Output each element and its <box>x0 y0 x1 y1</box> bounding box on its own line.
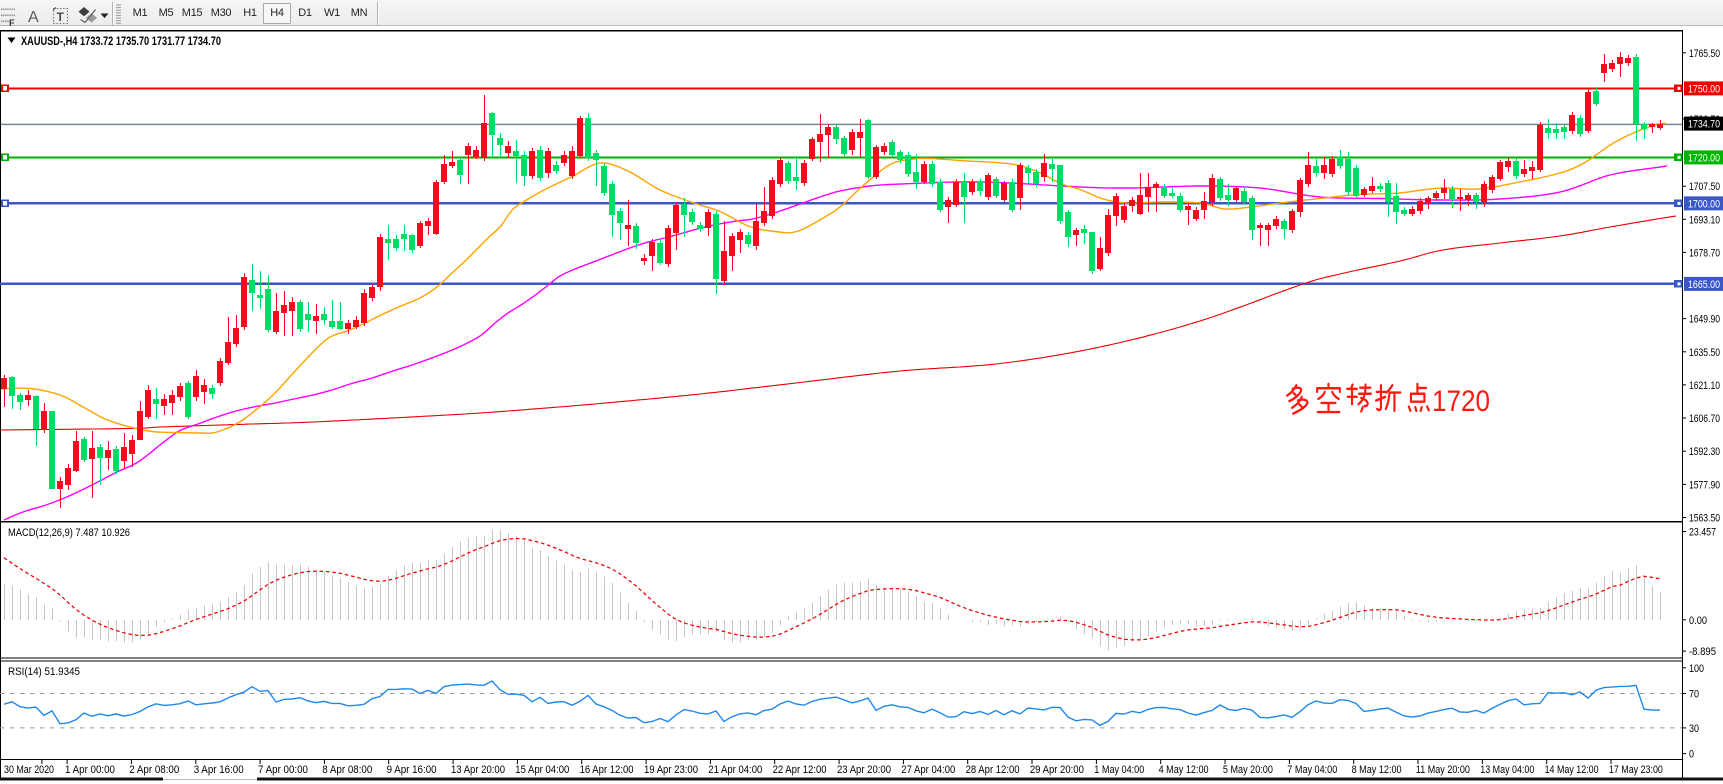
svg-text:1606.70: 1606.70 <box>1689 413 1720 425</box>
svg-text:14 May 12:00: 14 May 12:00 <box>1545 764 1599 776</box>
svg-text:30 Mar 2020: 30 Mar 2020 <box>4 764 54 776</box>
svg-text:MACD(12,26,9) 7.487 10.926: MACD(12,26,9) 7.487 10.926 <box>8 527 130 539</box>
svg-text:22 Apr 12:00: 22 Apr 12:00 <box>773 764 827 776</box>
svg-text:3 Apr 16:00: 3 Apr 16:00 <box>194 764 244 776</box>
svg-text:11 May 20:00: 11 May 20:00 <box>1416 764 1470 776</box>
svg-text:1577.90: 1577.90 <box>1689 479 1720 491</box>
svg-text:-8.895: -8.895 <box>1689 646 1716 658</box>
svg-text:7 Apr 00:00: 7 Apr 00:00 <box>258 764 308 776</box>
svg-text:XAUUSD-,H4 1733.72 1735.70 17: XAUUSD-,H4 1733.72 1735.70 1731.77 1734.… <box>21 34 221 48</box>
svg-text:RSI(14) 51.9345: RSI(14) 51.9345 <box>8 666 80 678</box>
svg-text:19 Apr 23:00: 19 Apr 23:00 <box>644 764 698 776</box>
svg-text:1707.50: 1707.50 <box>1689 181 1720 193</box>
svg-text:1563.50: 1563.50 <box>1689 513 1720 525</box>
svg-text:70: 70 <box>1689 689 1699 701</box>
svg-text:13 Apr 20:00: 13 Apr 20:00 <box>451 764 505 776</box>
svg-text:1592.30: 1592.30 <box>1689 446 1720 458</box>
svg-text:29 Apr 20:00: 29 Apr 20:00 <box>1030 764 1084 776</box>
svg-text:23 Apr 20:00: 23 Apr 20:00 <box>837 764 891 776</box>
svg-text:1720.00: 1720.00 <box>1688 152 1720 164</box>
svg-text:8 Apr 08:00: 8 Apr 08:00 <box>322 764 372 776</box>
svg-text:F: F <box>9 18 15 26</box>
svg-text:0: 0 <box>1689 749 1694 761</box>
svg-text:1693.10: 1693.10 <box>1689 214 1720 226</box>
svg-text:A: A <box>28 9 39 26</box>
svg-text:1649.90: 1649.90 <box>1689 314 1720 326</box>
svg-text:28 Apr 12:00: 28 Apr 12:00 <box>966 764 1020 776</box>
svg-text:4 May 12:00: 4 May 12:00 <box>1159 764 1209 776</box>
svg-text:1678.70: 1678.70 <box>1689 247 1720 259</box>
svg-text:0.00: 0.00 <box>1689 615 1707 627</box>
svg-text:27 Apr 04:00: 27 Apr 04:00 <box>901 764 955 776</box>
svg-text:17 May 23:00: 17 May 23:00 <box>1609 764 1663 776</box>
svg-text:13 May 04:00: 13 May 04:00 <box>1480 764 1534 776</box>
svg-text:1665.00: 1665.00 <box>1688 279 1720 291</box>
svg-text:100: 100 <box>1689 663 1704 675</box>
svg-text:1 May 04:00: 1 May 04:00 <box>1094 764 1144 776</box>
svg-text:2 Apr 08:00: 2 Apr 08:00 <box>129 764 179 776</box>
svg-text:8 May 12:00: 8 May 12:00 <box>1352 764 1402 776</box>
svg-text:21 Apr 04:00: 21 Apr 04:00 <box>708 764 762 776</box>
svg-text:9 Apr 16:00: 9 Apr 16:00 <box>387 764 437 776</box>
svg-text:5 May 20:00: 5 May 20:00 <box>1223 764 1273 776</box>
svg-text:1720: 1720 <box>1432 385 1490 418</box>
svg-text:1700.00: 1700.00 <box>1688 198 1720 210</box>
svg-text:15 Apr 04:00: 15 Apr 04:00 <box>515 764 569 776</box>
svg-text:1635.50: 1635.50 <box>1689 347 1720 359</box>
svg-text:1765.50: 1765.50 <box>1689 48 1720 60</box>
svg-text:T: T <box>57 10 65 24</box>
svg-text:1750.00: 1750.00 <box>1688 83 1720 95</box>
svg-text:1 Apr 00:00: 1 Apr 00:00 <box>65 764 115 776</box>
svg-text:30: 30 <box>1689 723 1699 735</box>
svg-text:1734.70: 1734.70 <box>1688 119 1720 131</box>
svg-text:1621.10: 1621.10 <box>1689 380 1720 392</box>
svg-text:7 May 04:00: 7 May 04:00 <box>1287 764 1337 776</box>
svg-text:23.457: 23.457 <box>1689 527 1716 539</box>
svg-text:16 Apr 12:00: 16 Apr 12:00 <box>580 764 634 776</box>
